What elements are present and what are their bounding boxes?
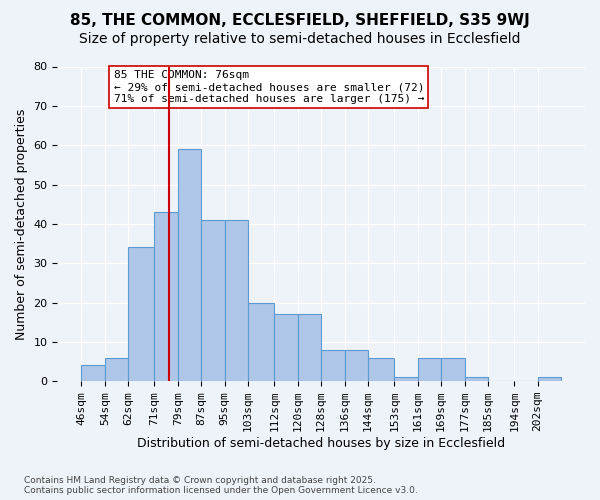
Bar [128,248,154,381]
Bar [274,314,298,381]
Bar [248,302,274,381]
Bar [538,378,561,381]
Bar [464,378,488,381]
Bar [178,149,201,381]
Bar [441,358,464,381]
Bar [368,358,394,381]
Text: 85 THE COMMON: 76sqm
← 29% of semi-detached houses are smaller (72)
71% of semi-: 85 THE COMMON: 76sqm ← 29% of semi-detac… [113,70,424,104]
Y-axis label: Number of semi-detached properties: Number of semi-detached properties [15,108,28,340]
Bar [298,314,321,381]
Bar [82,366,105,381]
Bar [418,358,441,381]
Text: Size of property relative to semi-detached houses in Ecclesfield: Size of property relative to semi-detach… [79,32,521,46]
Bar [321,350,344,381]
Text: Contains HM Land Registry data © Crown copyright and database right 2025.
Contai: Contains HM Land Registry data © Crown c… [24,476,418,495]
Bar [344,350,368,381]
Bar [105,358,128,381]
Bar [394,378,418,381]
X-axis label: Distribution of semi-detached houses by size in Ecclesfield: Distribution of semi-detached houses by … [137,437,505,450]
Bar [224,220,248,381]
Bar [154,212,178,381]
Bar [201,220,224,381]
Text: 85, THE COMMON, ECCLESFIELD, SHEFFIELD, S35 9WJ: 85, THE COMMON, ECCLESFIELD, SHEFFIELD, … [70,12,530,28]
